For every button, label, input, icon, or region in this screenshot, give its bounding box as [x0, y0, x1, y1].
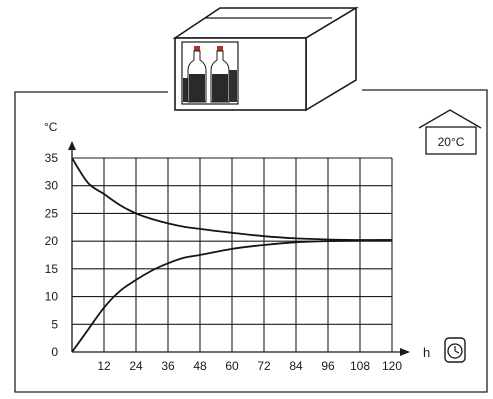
y-tick-label: 25 [45, 206, 59, 220]
y-axis-arrow [68, 141, 76, 150]
x-tick-label: 24 [129, 359, 143, 373]
x-axis-label: h [423, 345, 430, 360]
series-line-cooling [71, 157, 393, 241]
y-axis-label: °C [44, 120, 58, 134]
x-axis-arrow [400, 348, 410, 356]
clock-icon [444, 337, 466, 363]
y-tick-labels: 0 5 10 15 20 25 30 35 [45, 151, 59, 359]
x-tick-label: 48 [193, 359, 207, 373]
x-tick-label: 84 [289, 359, 303, 373]
y-tick-label: 15 [45, 262, 59, 276]
x-tick-label: 60 [225, 359, 239, 373]
y-tick-label: 0 [51, 345, 58, 359]
x-tick-label: 120 [382, 359, 402, 373]
series-line-warming [71, 239, 393, 353]
grid [72, 157, 393, 352]
house-icon [418, 109, 482, 155]
y-tick-label: 10 [45, 290, 59, 304]
x-tick-label: 108 [350, 359, 370, 373]
y-tick-label: 35 [45, 151, 59, 165]
y-tick-label: 5 [51, 317, 58, 331]
room-temperature-label: 20°C [438, 135, 465, 149]
x-tick-label: 12 [97, 359, 111, 373]
y-tick-label: 20 [45, 234, 59, 248]
outer-frame [14, 89, 488, 393]
x-tick-labels: 12 24 36 48 60 72 84 96 108 120 [97, 359, 402, 373]
bottles-icon [183, 46, 237, 103]
y-tick-label: 30 [45, 179, 59, 193]
x-tick-label: 72 [257, 359, 271, 373]
axes [68, 141, 410, 356]
x-tick-label: 96 [321, 359, 335, 373]
series-lines [71, 157, 393, 353]
x-tick-label: 36 [161, 359, 175, 373]
